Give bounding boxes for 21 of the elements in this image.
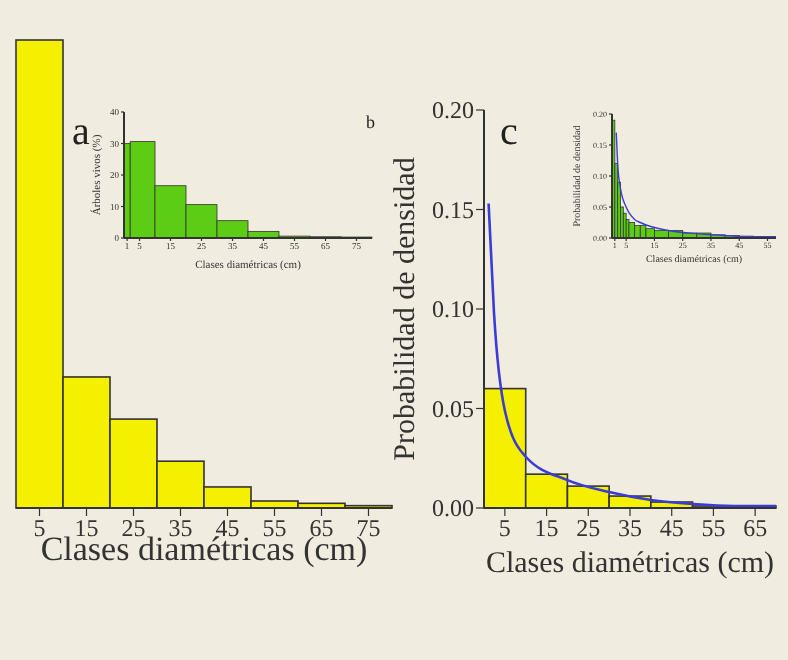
x-tick-label: 25 <box>121 514 146 543</box>
x-tick-label: 5 <box>498 514 511 543</box>
chart-title: c <box>500 110 518 154</box>
chart-title: b <box>366 112 376 132</box>
x-tick-label: 15 <box>534 514 559 543</box>
text: a <box>72 110 90 154</box>
x-tick-label: 35 <box>168 514 193 543</box>
y-axis-title: Probabilidad de densidad <box>390 156 422 461</box>
y-tick-label: 0.20 <box>432 96 474 125</box>
x-tick-label: 35 <box>618 514 642 543</box>
x-tick-label: 45 <box>659 514 684 543</box>
y-tick-label: 0.15 <box>432 195 474 224</box>
x-tick-label: 5 <box>33 514 46 543</box>
y-tick-label: 0.10 <box>432 295 474 324</box>
x-tick-label: 65 <box>743 514 768 543</box>
x-tick-label: 25 <box>576 514 601 543</box>
x-axis-title: Clases diamétricas (cm) <box>485 548 775 580</box>
x-tick-label: 55 <box>701 514 726 543</box>
y-tick-label: 0.00 <box>432 494 474 523</box>
y-tick-label: 0.05 <box>432 394 474 423</box>
x-tick-label: 55 <box>262 514 287 543</box>
